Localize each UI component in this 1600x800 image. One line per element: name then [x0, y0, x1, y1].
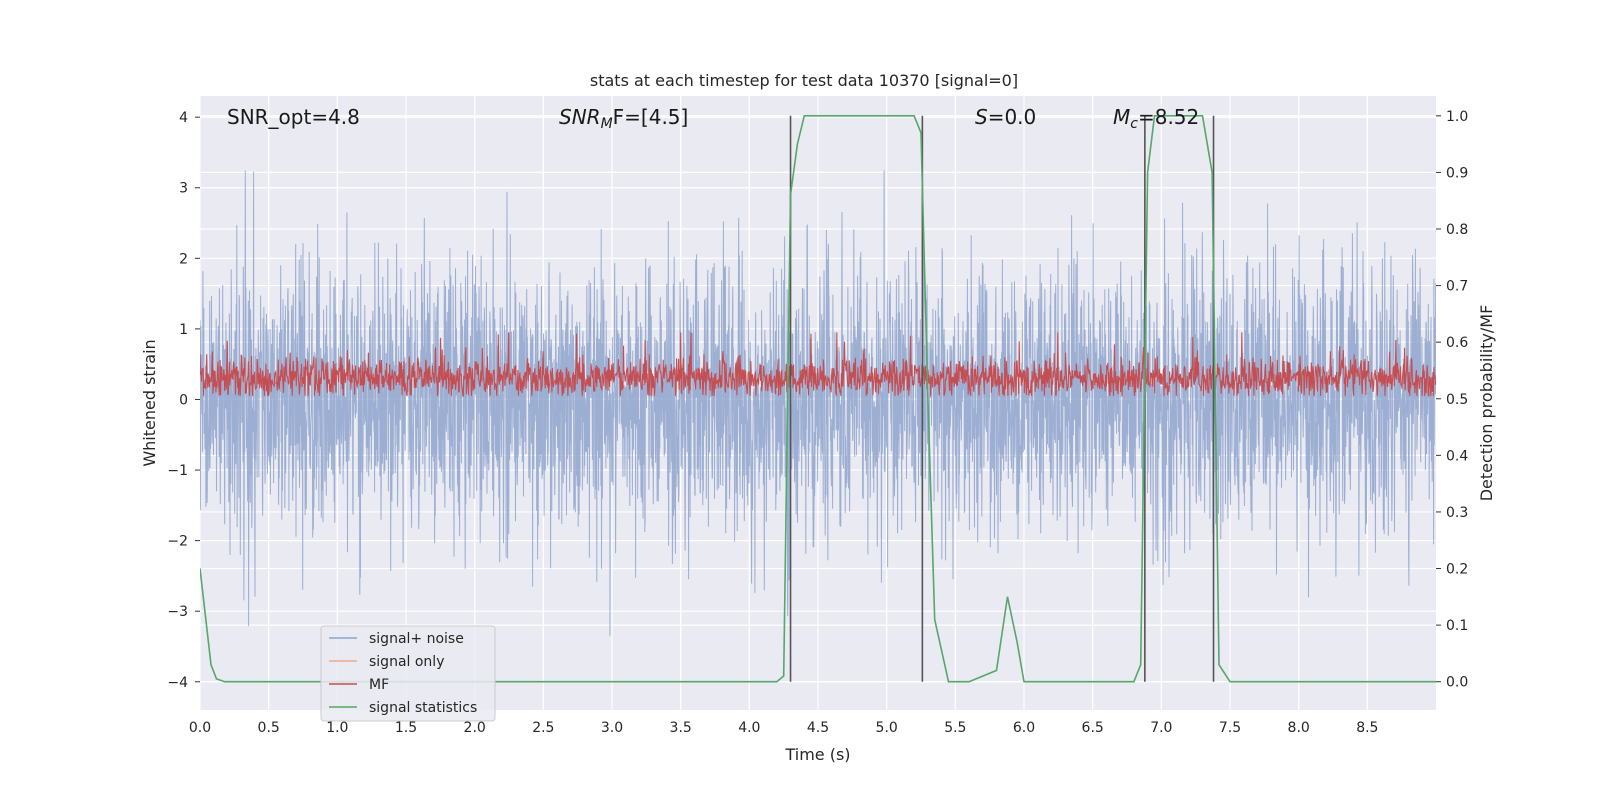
chart-title: stats at each timestep for test data 103… — [590, 71, 1018, 90]
annotation-snr-opt: SNR_opt=4.8 — [227, 105, 360, 129]
y-left-tick-label: 3 — [179, 181, 188, 197]
annotation-snr-mf: SNRMF=[4.5] — [559, 105, 688, 132]
annotation-mc-sub: c — [1130, 116, 1138, 132]
x-tick-label: 2.5 — [532, 720, 554, 736]
y-right-tick-label: 0.0 — [1446, 675, 1468, 691]
x-axis-label: Time (s) — [784, 745, 850, 764]
y-axis-right-label: Detection probability/MF — [1477, 305, 1496, 502]
x-tick-label: 6.5 — [1082, 720, 1104, 736]
x-tick-label: 1.5 — [395, 720, 417, 736]
x-tick-label: 3.5 — [670, 720, 692, 736]
annotation-s-symbol: S — [975, 105, 988, 129]
series-signal-statistics — [200, 115, 1436, 683]
legend-label-mf: MF — [369, 677, 389, 693]
x-tick-label: 8.0 — [1288, 720, 1310, 736]
x-tick-label: 1.0 — [326, 720, 348, 736]
y-axis-right-ticks: 0.0 0.1 0.2 0.3 0.4 0.5 0.6 0.7 0.8 0.9 1.0 — [1436, 109, 1468, 691]
legend-label-signal-only: signal only — [369, 654, 444, 670]
y-right-tick-label: 0.1 — [1446, 618, 1468, 634]
annotation-mc-symbol: M — [1113, 105, 1130, 129]
annotation-snr-mf-base: SNR — [559, 105, 601, 129]
annotation-snr-mf-rest: F=[4.5] — [613, 105, 689, 129]
annotation-mc: Mc=8.52 — [1113, 105, 1199, 132]
y-right-tick-label: 0.7 — [1446, 279, 1468, 295]
legend-label-signal-noise: signal+ noise — [369, 631, 464, 647]
y-right-tick-label: 0.9 — [1446, 165, 1468, 181]
y-right-tick-label: 0.4 — [1446, 448, 1468, 464]
x-tick-label: 7.0 — [1150, 720, 1172, 736]
x-tick-label: 4.0 — [738, 720, 760, 736]
x-tick-label: 6.0 — [1013, 720, 1035, 736]
x-tick-label: 4.5 — [807, 720, 829, 736]
y-right-tick-label: 0.8 — [1446, 222, 1468, 238]
x-tick-label: 7.5 — [1219, 720, 1241, 736]
y-left-tick-label: 0 — [179, 392, 188, 408]
y-axis-left-ticks: −4 −3 −2 −1 0 1 2 3 4 — [167, 110, 200, 691]
y-right-tick-label: 0.2 — [1446, 562, 1468, 578]
y-left-tick-label: 2 — [179, 251, 188, 267]
x-tick-label: 5.0 — [876, 720, 898, 736]
y-right-tick-label: 0.3 — [1446, 505, 1468, 521]
x-tick-label: 8.5 — [1356, 720, 1378, 736]
annotation-snr-mf-sub: M — [601, 116, 613, 132]
y-right-tick-label: 0.6 — [1446, 335, 1468, 351]
y-right-tick-label: 0.5 — [1446, 392, 1468, 408]
legend-label-signal-statistics: signal statistics — [369, 700, 477, 716]
x-tick-label: 5.5 — [944, 720, 966, 736]
series-mf — [200, 332, 1436, 398]
x-tick-label: 0.0 — [189, 720, 211, 736]
y-left-tick-label: 4 — [179, 110, 188, 126]
y-axis-left-label: Whitened strain — [140, 339, 159, 466]
y-left-tick-label: −2 — [167, 534, 188, 550]
y-left-tick-label: −3 — [167, 604, 188, 620]
x-tick-label: 3.0 — [601, 720, 623, 736]
annotation-s-value: =0.0 — [988, 105, 1037, 129]
y-left-tick-label: 1 — [179, 322, 188, 338]
annotation-s: S=0.0 — [975, 105, 1036, 129]
y-left-tick-label: −1 — [167, 463, 188, 479]
legend: signal+ noise signal only MF signal stat… — [320, 625, 496, 722]
y-right-tick-label: 1.0 — [1446, 109, 1468, 125]
x-tick-label: 2.0 — [464, 720, 486, 736]
y-left-tick-label: −4 — [167, 675, 188, 691]
legend-box — [320, 625, 496, 722]
x-tick-label: 0.5 — [258, 720, 280, 736]
x-axis-ticks: 0.0 0.5 1.0 1.5 2.0 2.5 3.0 3.5 4.0 4.5 5.0 5.5 6.0 6… — [189, 720, 1379, 736]
series-signal-noise — [200, 170, 1436, 636]
annotation-mc-value: =8.52 — [1138, 105, 1199, 129]
